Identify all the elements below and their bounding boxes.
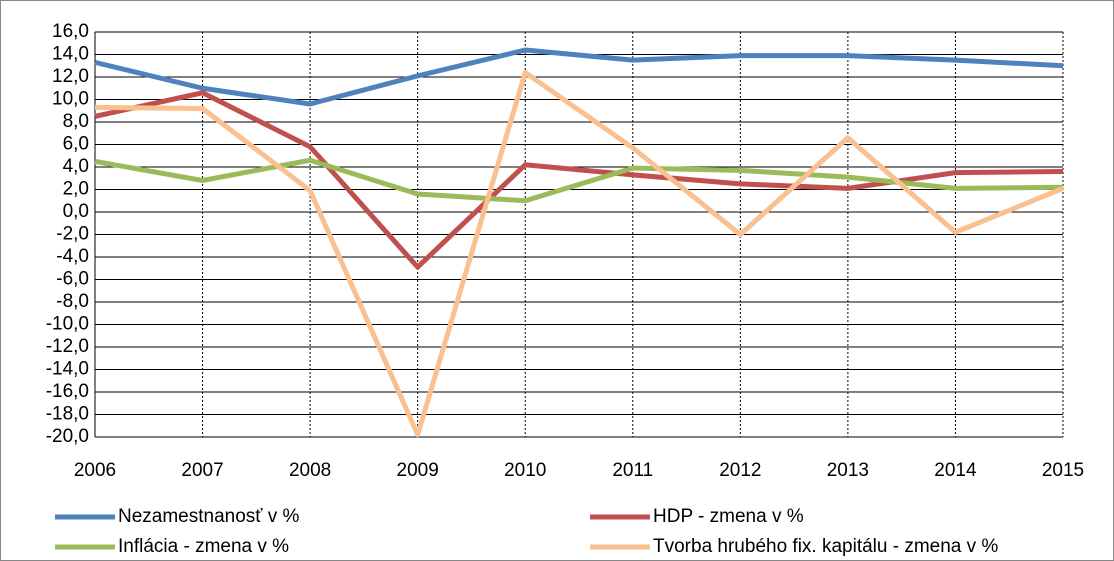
y-tick-label: -10,0 xyxy=(46,314,89,335)
y-tick-label: 12,0 xyxy=(52,66,89,87)
x-tick-label: 2012 xyxy=(719,460,761,481)
y-tick-label: 2,0 xyxy=(63,179,89,200)
y-tick-label: 6,0 xyxy=(63,134,89,155)
series-line xyxy=(94,47,1064,107)
y-tick-label: -6,0 xyxy=(56,269,89,290)
x-tick-label: 2009 xyxy=(397,460,439,481)
series-line xyxy=(94,70,1064,438)
x-tick-label: 2015 xyxy=(1042,460,1084,481)
y-tick-label: -18,0 xyxy=(46,404,89,425)
legend-label: Inflácia - zmena v % xyxy=(118,536,289,557)
legend-label: Nezamestnanosť v % xyxy=(118,506,299,527)
y-tick-label: 16,0 xyxy=(52,21,89,42)
y-tick-label: 14,0 xyxy=(52,44,89,65)
y-tick-label: -8,0 xyxy=(56,291,89,312)
x-tick-label: 2013 xyxy=(827,460,869,481)
legend-label: Tvorba hrubého fix. kapitálu - zmena v % xyxy=(653,536,998,557)
x-tick-label: 2011 xyxy=(612,460,653,481)
y-tick-label: 4,0 xyxy=(63,156,89,177)
x-tick-label: 2007 xyxy=(181,460,223,481)
x-tick-label: 2006 xyxy=(74,460,116,481)
y-tick-label: 8,0 xyxy=(63,111,89,132)
y-tick-label: -16,0 xyxy=(46,381,89,402)
y-tick-label: 10,0 xyxy=(52,89,89,110)
y-tick-label: -2,0 xyxy=(56,224,89,245)
y-tick-label: -12,0 xyxy=(46,336,89,357)
y-tick-label: -14,0 xyxy=(46,359,89,380)
x-tick-label: 2010 xyxy=(504,460,546,481)
y-tick-label: -20,0 xyxy=(46,426,89,447)
x-tick-label: 2014 xyxy=(934,460,977,481)
y-tick-label: 0,0 xyxy=(63,201,89,222)
legend-label: HDP - zmena v % xyxy=(653,506,804,527)
y-tick-label: -4,0 xyxy=(56,246,89,267)
x-tick-label: 2008 xyxy=(289,460,331,481)
